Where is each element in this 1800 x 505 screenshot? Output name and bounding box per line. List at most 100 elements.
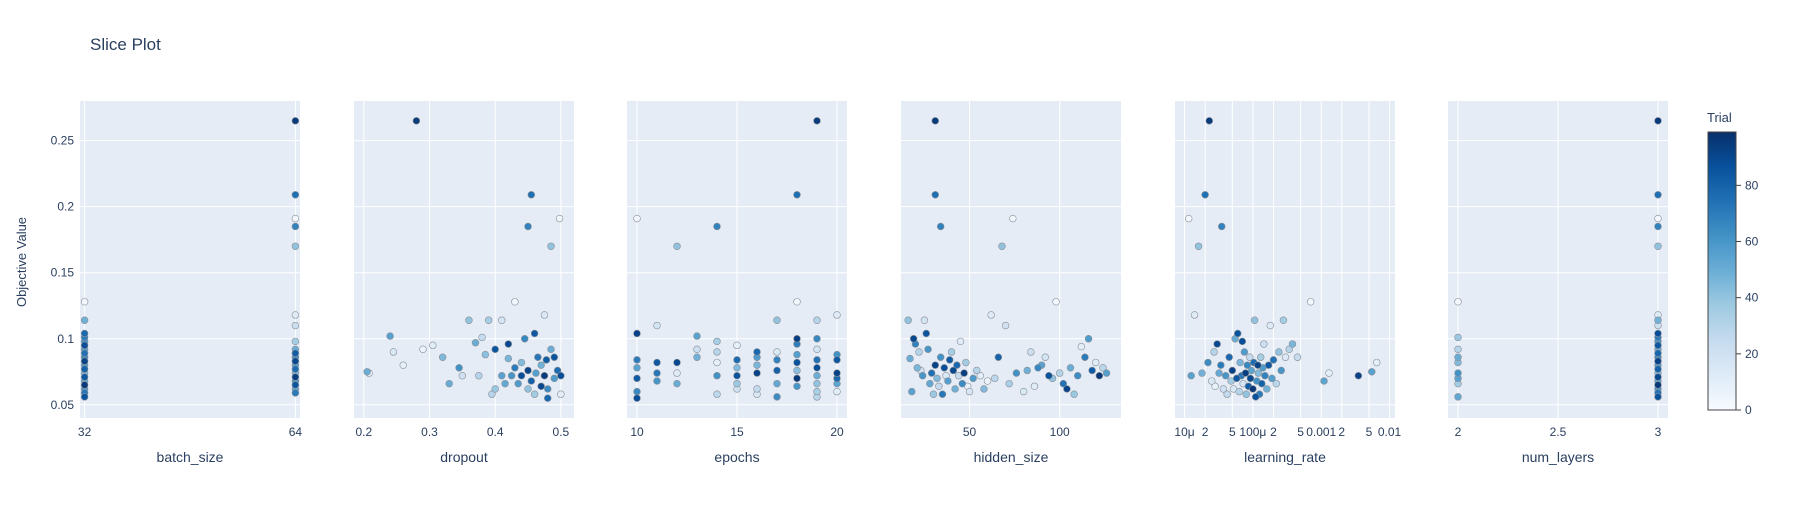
- data-point[interactable]: [465, 316, 473, 324]
- data-point[interactable]: [1063, 385, 1071, 393]
- data-point[interactable]: [920, 316, 929, 324]
- data-point[interactable]: [987, 311, 995, 319]
- data-point[interactable]: [713, 348, 721, 356]
- data-point[interactable]: [1260, 340, 1268, 348]
- data-point[interactable]: [1081, 353, 1089, 361]
- data-point[interactable]: [291, 373, 300, 381]
- data-point[interactable]: [507, 372, 516, 380]
- data-point[interactable]: [969, 374, 977, 383]
- data-point[interactable]: [524, 385, 532, 393]
- data-point[interactable]: [733, 356, 741, 364]
- data-point[interactable]: [929, 390, 938, 398]
- data-point[interactable]: [1228, 366, 1237, 375]
- data-point[interactable]: [983, 377, 992, 385]
- data-point[interactable]: [1266, 321, 1275, 330]
- data-point[interactable]: [412, 117, 421, 125]
- data-point[interactable]: [813, 379, 821, 388]
- data-point[interactable]: [693, 332, 701, 340]
- data-point[interactable]: [1005, 379, 1013, 388]
- data-point[interactable]: [1243, 361, 1252, 369]
- data-point[interactable]: [1654, 349, 1662, 357]
- data-point[interactable]: [673, 369, 681, 377]
- data-point[interactable]: [1190, 311, 1199, 319]
- data-point[interactable]: [504, 340, 513, 348]
- data-point[interactable]: [633, 214, 641, 223]
- data-point[interactable]: [733, 379, 741, 388]
- data-point[interactable]: [1238, 337, 1247, 346]
- data-point[interactable]: [938, 390, 947, 398]
- data-point[interactable]: [1654, 242, 1662, 250]
- data-point[interactable]: [653, 377, 661, 385]
- data-point[interactable]: [1208, 377, 1216, 385]
- data-point[interactable]: [1252, 393, 1260, 401]
- data-point[interactable]: [80, 381, 89, 389]
- data-point[interactable]: [945, 356, 954, 364]
- data-point[interactable]: [793, 358, 801, 367]
- data-point[interactable]: [1055, 369, 1064, 377]
- data-point[interactable]: [833, 311, 841, 319]
- data-point[interactable]: [291, 214, 300, 223]
- data-point[interactable]: [1019, 387, 1028, 396]
- data-point[interactable]: [813, 117, 821, 125]
- data-point[interactable]: [1059, 379, 1067, 388]
- data-point[interactable]: [1454, 393, 1462, 401]
- data-point[interactable]: [918, 372, 927, 380]
- data-point[interactable]: [530, 329, 539, 338]
- data-point[interactable]: [389, 348, 398, 356]
- data-point[interactable]: [793, 298, 801, 306]
- data-point[interactable]: [555, 214, 564, 223]
- data-point[interactable]: [527, 191, 536, 199]
- data-point[interactable]: [793, 382, 801, 390]
- data-point[interactable]: [813, 372, 821, 380]
- data-point[interactable]: [1454, 345, 1462, 354]
- data-point[interactable]: [291, 222, 300, 231]
- data-point[interactable]: [521, 335, 529, 343]
- data-point[interactable]: [1242, 390, 1250, 398]
- data-point[interactable]: [1077, 342, 1086, 351]
- data-point[interactable]: [1066, 364, 1075, 372]
- data-point[interactable]: [1250, 316, 1259, 324]
- data-point[interactable]: [1288, 340, 1297, 348]
- data-point[interactable]: [833, 369, 841, 377]
- data-point[interactable]: [511, 364, 519, 372]
- data-point[interactable]: [693, 345, 701, 354]
- data-point[interactable]: [753, 361, 761, 369]
- data-point[interactable]: [733, 364, 741, 372]
- data-point[interactable]: [813, 316, 821, 324]
- data-point[interactable]: [813, 345, 821, 354]
- data-point[interactable]: [524, 366, 532, 375]
- data-point[interactable]: [1454, 298, 1462, 306]
- data-point[interactable]: [1187, 372, 1195, 380]
- data-point[interactable]: [633, 394, 641, 402]
- data-point[interactable]: [931, 361, 939, 369]
- data-point[interactable]: [1023, 366, 1031, 375]
- data-point[interactable]: [504, 354, 513, 363]
- data-point[interactable]: [458, 372, 467, 380]
- data-point[interactable]: [753, 385, 761, 393]
- data-point[interactable]: [1654, 341, 1662, 350]
- data-point[interactable]: [80, 298, 89, 306]
- data-point[interactable]: [1234, 329, 1242, 338]
- data-point[interactable]: [530, 390, 539, 398]
- data-point[interactable]: [1041, 353, 1049, 361]
- data-point[interactable]: [550, 353, 558, 361]
- data-point[interactable]: [429, 341, 437, 350]
- data-point[interactable]: [540, 372, 549, 380]
- data-point[interactable]: [1095, 372, 1104, 380]
- data-point[interactable]: [991, 374, 999, 383]
- data-point[interactable]: [1325, 369, 1333, 377]
- data-point[interactable]: [980, 385, 988, 393]
- data-point[interactable]: [517, 372, 526, 380]
- data-point[interactable]: [491, 385, 499, 393]
- data-point[interactable]: [1654, 214, 1662, 223]
- data-point[interactable]: [399, 361, 407, 369]
- data-point[interactable]: [909, 335, 918, 343]
- data-point[interactable]: [291, 349, 300, 357]
- data-point[interactable]: [1001, 321, 1010, 330]
- data-point[interactable]: [906, 354, 914, 363]
- data-point[interactable]: [924, 345, 932, 354]
- data-point[interactable]: [80, 393, 89, 401]
- data-point[interactable]: [1012, 369, 1021, 377]
- data-point[interactable]: [1454, 353, 1462, 361]
- data-point[interactable]: [291, 321, 300, 330]
